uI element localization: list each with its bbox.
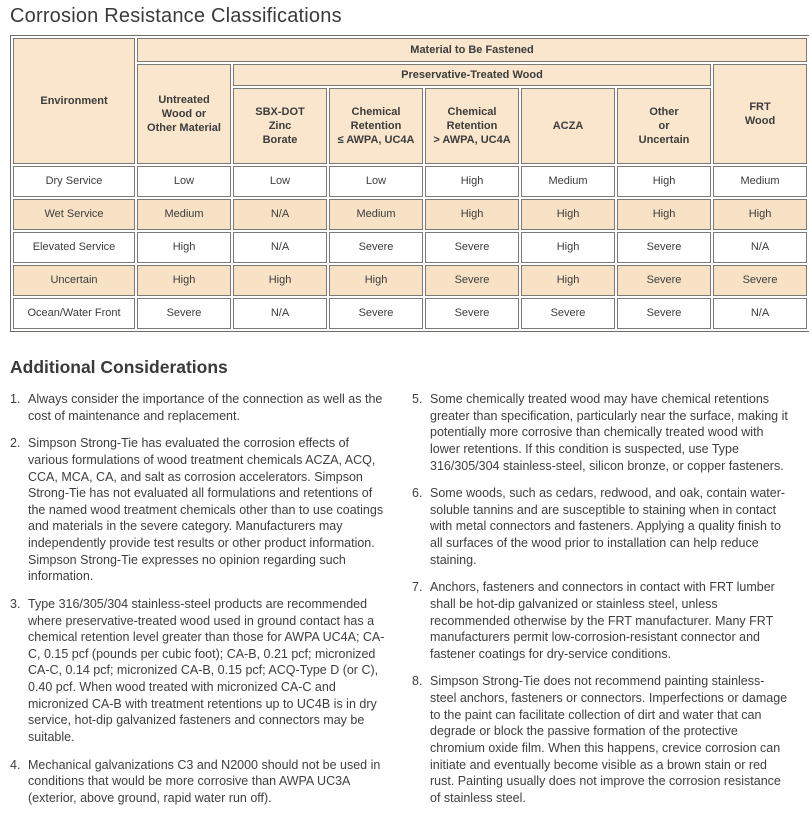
table-cell: Severe <box>617 298 711 329</box>
page-title: Corrosion Resistance Classifications <box>10 5 342 27</box>
item-number: 6. <box>412 486 423 501</box>
item-text: Simpson Strong-Tie does not recommend pa… <box>430 674 788 805</box>
header-frt-wood: FRT Wood <box>713 64 808 164</box>
table-cell: Severe <box>425 298 519 329</box>
table-cell: N/A <box>233 199 327 230</box>
table-cell: Low <box>233 166 327 197</box>
header-other-or-uncertain: Other or Uncertain <box>617 88 711 164</box>
item-text: Anchors, fasteners and connectors in con… <box>430 580 775 661</box>
table-cell: High <box>425 199 519 230</box>
env-cell: Ocean/Water Front <box>13 298 135 329</box>
item-text: Always consider the importance of the co… <box>28 392 383 423</box>
table-row-wet-service: Wet Service Medium N/A Medium High High … <box>13 199 808 230</box>
table-cell: Severe <box>617 265 711 296</box>
table-cell: Low <box>329 166 423 197</box>
table-cell: High <box>425 166 519 197</box>
table-cell: High <box>617 166 711 197</box>
table-cell: High <box>233 265 327 296</box>
table-row-dry-service: Dry Service Low Low Low High Medium High… <box>13 166 808 197</box>
table-cell: High <box>521 265 615 296</box>
table-cell: N/A <box>713 298 808 329</box>
table-cell: N/A <box>233 298 327 329</box>
env-cell: Dry Service <box>13 166 135 197</box>
list-item-6: 6. Some woods, such as cedars, redwood, … <box>412 485 790 568</box>
env-cell: Wet Service <box>13 199 135 230</box>
header-chemical-retention-gt-awpa: Chemical Retention > AWPA, UC4A <box>425 88 519 164</box>
table-cell: Low <box>137 166 231 197</box>
table-cell: High <box>521 232 615 263</box>
table-cell: Severe <box>425 265 519 296</box>
table-row-uncertain: Uncertain High High High Severe High Sev… <box>13 265 808 296</box>
table-row-elevated-service: Elevated Service High N/A Severe Severe … <box>13 232 808 263</box>
list-item-5: 5. Some chemically treated wood may have… <box>412 391 790 474</box>
table-cell: High <box>617 199 711 230</box>
item-number: 4. <box>10 757 21 772</box>
table-cell: Severe <box>137 298 231 329</box>
list-item-7: 7. Anchors, fasteners and connectors in … <box>412 579 790 662</box>
table-cell: Severe <box>521 298 615 329</box>
header-material-to-be-fastened: Material to Be Fastened <box>137 38 808 62</box>
item-text: Simpson Strong-Tie has evaluated the cor… <box>28 436 384 584</box>
table-cell: High <box>713 199 808 230</box>
table-cell: Medium <box>137 199 231 230</box>
table-cell: High <box>521 199 615 230</box>
list-item-4: 4. Mechanical galvanizations C3 and N200… <box>10 757 388 807</box>
additional-considerations-section: Additional Considerations 1. Always cons… <box>10 357 799 817</box>
table-row-ocean-water-front: Ocean/Water Front Severe N/A Severe Seve… <box>13 298 808 329</box>
header-untreated-wood: Untreated Wood or Other Material <box>137 64 231 164</box>
table-cell: Medium <box>713 166 808 197</box>
list-item-1: 1. Always consider the importance of the… <box>10 391 388 424</box>
item-number: 8. <box>412 674 423 689</box>
header-chemical-retention-le-awpa: Chemical Retention ≤ AWPA, UC4A <box>329 88 423 164</box>
item-text: Type 316/305/304 stainless-steel product… <box>28 596 385 744</box>
item-text: Mechanical galvanizations C3 and N2000 s… <box>28 757 381 805</box>
header-preservative-treated-wood: Preservative-Treated Wood <box>233 64 711 86</box>
list-item-2: 2. Simpson Strong-Tie has evaluated the … <box>10 435 388 585</box>
list-item-8: 8. Simpson Strong-Tie does not recommend… <box>412 673 790 806</box>
table-cell: N/A <box>233 232 327 263</box>
corrosion-resistance-table: Environment Material to Be Fastened Untr… <box>10 35 809 332</box>
section-heading: Additional Considerations <box>10 357 228 377</box>
item-text: Some chemically treated wood may have ch… <box>430 392 788 473</box>
table-cell: High <box>137 232 231 263</box>
item-number: 1. <box>10 392 21 406</box>
considerations-right-column: 5. Some chemically treated wood may have… <box>412 391 790 817</box>
item-number: 2. <box>10 436 21 451</box>
item-number: 3. <box>10 596 21 611</box>
header-acza: ACZA <box>521 88 615 164</box>
table-cell: N/A <box>713 232 808 263</box>
list-item-3: 3. Type 316/305/304 stainless-steel prod… <box>10 596 388 746</box>
table-cell: Severe <box>329 298 423 329</box>
table-cell: Medium <box>521 166 615 197</box>
considerations-left-column: 1. Always consider the importance of the… <box>10 391 388 817</box>
env-cell: Elevated Service <box>13 232 135 263</box>
item-number: 5. <box>412 392 423 406</box>
header-sbx-dot-zinc-borate: SBX-DOT Zinc Borate <box>233 88 327 164</box>
table-cell: High <box>137 265 231 296</box>
table-cell: Severe <box>425 232 519 263</box>
document-page: Corrosion Resistance Classifications Env… <box>10 5 809 817</box>
header-environment: Environment <box>13 38 135 164</box>
table-cell: Severe <box>329 232 423 263</box>
table-cell: Medium <box>329 199 423 230</box>
item-text: Some woods, such as cedars, redwood, and… <box>430 486 786 567</box>
table-cell: Severe <box>713 265 808 296</box>
table-cell: Severe <box>617 232 711 263</box>
table-cell: High <box>329 265 423 296</box>
env-cell: Uncertain <box>13 265 135 296</box>
item-number: 7. <box>412 580 423 595</box>
